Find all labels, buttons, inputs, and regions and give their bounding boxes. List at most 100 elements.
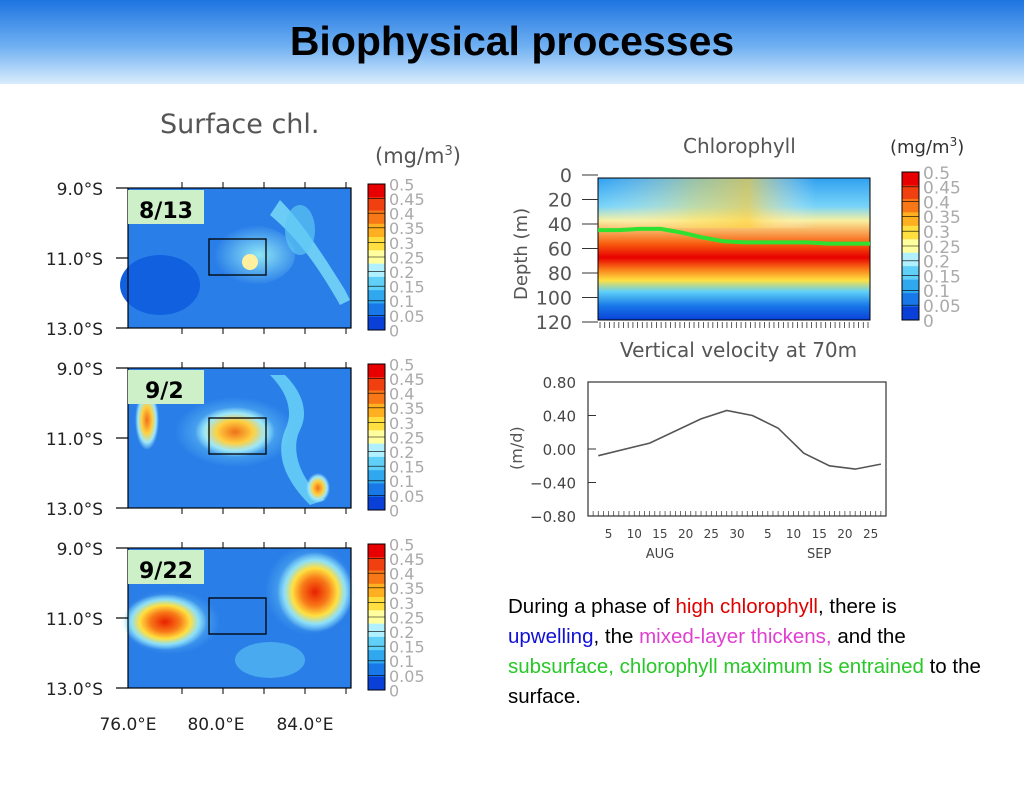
colorbar-swatch [368, 377, 385, 391]
colorbar-tick-label: 0 [923, 312, 934, 332]
panel-label-bg-3 [128, 550, 204, 584]
colorbar-tick-label: 0.2 [923, 253, 950, 273]
colorbar-tick-label: 0.45 [923, 179, 961, 199]
surface-unit-label: (mg/m3) [375, 144, 461, 168]
colorbar-tick-label: 0.45 [389, 550, 425, 569]
colorbar-tick-label: 0 [389, 501, 399, 520]
velocity-tick-label: 0.40 [543, 408, 576, 426]
colorbar-swatch [368, 316, 385, 331]
velocity-day-label: 10 [786, 527, 801, 541]
study-box-2 [208, 417, 267, 455]
velocity-tick-label: −0.40 [530, 475, 576, 493]
colorbar-tick-label: 0.1 [389, 292, 414, 311]
panel-label-bg-2 [128, 370, 204, 404]
colorbar-swatch [368, 443, 385, 458]
colorbar-swatch [368, 184, 385, 198]
depth-tick-label: 60 [548, 239, 572, 261]
velocity-day-label: 15 [652, 527, 667, 541]
colorbar-swatch [368, 263, 385, 278]
map-axes: 9.0°S 11.0°S 13.0°S 9.0°S 11.0°S 13.0°S 9.0°S 1… [46, 180, 347, 735]
study-box-3 [208, 597, 267, 635]
colorbar-swatch [368, 403, 385, 418]
map-panel-2: 9/2 [127, 367, 352, 509]
colorbar-swatch [902, 212, 919, 227]
colorbar-tick-label: 0.25 [389, 248, 425, 267]
colorbar-swatch [902, 293, 919, 307]
colorbar-tick-label: 0.45 [389, 190, 425, 209]
velocity-day-label: 5 [605, 527, 613, 541]
colorbar-swatch [368, 583, 385, 598]
chlorophyll-colorbar: 0.50.450.40.350.30.250.20.150.10.050 [901, 164, 961, 332]
caption-part: , the [593, 625, 640, 648]
velocity-day-label: 20 [837, 527, 852, 541]
colorbar-swatch [368, 496, 385, 511]
colorbar-tick-label: 0.35 [923, 208, 961, 228]
velocity-axis-label: (m/d) [507, 426, 526, 470]
colorbar-tick-label: 0.4 [389, 565, 414, 584]
velocity-tick-label: 0.00 [543, 441, 576, 459]
caption-entrained: subsurface, chlorophyll maximum is entra… [508, 655, 924, 678]
colorbar-tick-label: 0.2 [389, 443, 414, 462]
panel-date-label-2: 9/2 [145, 379, 184, 404]
depth-tick-label: 120 [536, 312, 572, 334]
map-panel-1: 8/13 [120, 187, 352, 329]
slide-title: Biophysical processes [289, 18, 735, 64]
map-lat-tick-label: 9.0°S [57, 360, 103, 380]
colorbar-tick-label: 0.1 [923, 282, 950, 302]
velocity-series-line [598, 409, 882, 470]
colorbar-swatch [368, 544, 385, 558]
velocity-tick-label: −0.80 [530, 508, 576, 526]
colorbar-tick-label: 0 [389, 681, 399, 700]
velocity-day-label: 5 [764, 527, 772, 541]
colorbar-tick-label: 0.1 [389, 472, 414, 491]
depth-axis-label: Depth (m) [511, 208, 532, 300]
velocity-day-label: 20 [678, 527, 693, 541]
colorbar-tick-label: 0.2 [389, 263, 414, 282]
colorbar-tick-label: 0.5 [389, 175, 414, 194]
colorbar-swatch [368, 290, 385, 304]
colorbar-swatch [368, 237, 385, 251]
map-lat-tick-label: 13.0°S [46, 500, 103, 520]
colorbar-swatch [368, 417, 385, 431]
colorbar-tick-label: 0.4 [923, 193, 950, 213]
colorbar-tick-label: 0.45 [389, 370, 425, 389]
colorbar-swatch [368, 650, 385, 664]
colorbar-swatch [902, 185, 919, 200]
caption-text: During a phase of high chlorophyll, ther… [508, 592, 988, 712]
colorbar-tick-label: 0.25 [389, 428, 425, 447]
colorbar-swatch [902, 266, 919, 280]
colorbar-tick-label: 0.25 [389, 608, 425, 627]
colorbar-tick-label: 0.5 [923, 164, 950, 184]
colorbar-tick-label: 0.05 [389, 487, 425, 506]
colorbar-swatch [902, 306, 919, 321]
map-lon-tick-label: 84.0°E [276, 715, 333, 735]
colorbar-swatch [902, 279, 919, 294]
velocity-day-label: 10 [627, 527, 642, 541]
colorbar-swatch [368, 663, 385, 678]
colorbar-swatch [902, 225, 919, 240]
velocity-plot-frame [587, 381, 887, 517]
colorbar-swatch [368, 303, 385, 318]
panel-date-label-1: 8/13 [139, 199, 193, 224]
colorbar-swatch [368, 597, 385, 611]
panel-date-label-3: 9/22 [139, 559, 193, 584]
map-lon-tick-label: 80.0°E [187, 715, 244, 735]
colorbar-swatch [902, 252, 919, 267]
colorbar-tick-label: 0.15 [389, 638, 425, 657]
colorbar-tick-label: 0.4 [389, 205, 414, 224]
caption-high-chlorophyll: high chlorophyll [675, 595, 818, 618]
title-banner: Biophysical processes [0, 0, 1024, 84]
colorbar-tick-label: 0.05 [389, 667, 425, 686]
chlorophyll-unit-label: (mg/m3) [890, 135, 964, 158]
colorbar-tick-label: 0.05 [389, 307, 425, 326]
colorbar-tick-label: 0.3 [923, 223, 950, 243]
map-lat-tick-label: 13.0°S [46, 320, 103, 340]
velocity-day-label: 30 [729, 527, 744, 541]
velocity-day-label: 25 [704, 527, 719, 541]
velocity-tick-label: 0.80 [543, 374, 576, 392]
colorbar-swatch [368, 483, 385, 498]
colorbar-swatch [368, 456, 385, 471]
caption-part: During a phase of [508, 595, 676, 618]
